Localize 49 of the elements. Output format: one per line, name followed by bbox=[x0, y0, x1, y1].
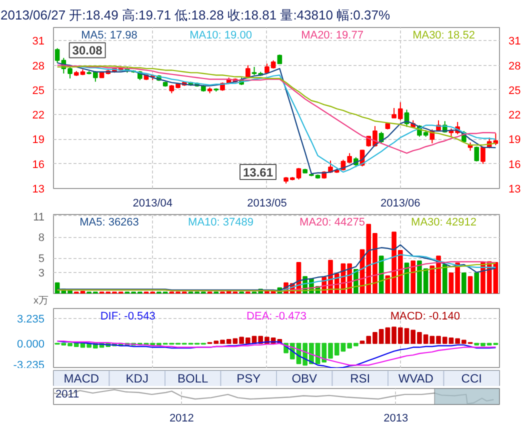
text: MA30: 18.52 bbox=[412, 30, 475, 42]
x-tick-label: 2013 bbox=[384, 412, 408, 424]
y-tick-label: 16 bbox=[32, 158, 45, 171]
x-tick-label: 2013/04 bbox=[132, 198, 172, 210]
series-label: MACD: -0.140 bbox=[390, 310, 460, 322]
series-label: DIF: -0.543 bbox=[100, 310, 156, 322]
y2-tick-label: 28 bbox=[508, 60, 521, 72]
y-tick-label: 0.000 bbox=[16, 338, 45, 350]
text: MA10: 19.00 bbox=[190, 30, 252, 42]
annotation: 2011 bbox=[56, 388, 80, 400]
y2-tick-label: 25 bbox=[508, 84, 521, 97]
text: WVAD bbox=[398, 372, 434, 386]
y-tick-label: 22 bbox=[32, 110, 45, 122]
annotation: 30.08 bbox=[72, 44, 103, 58]
y2-tick-label: 16 bbox=[508, 158, 521, 171]
y-tick-label: 28 bbox=[32, 60, 45, 72]
text: MACD bbox=[64, 372, 100, 386]
y-tick-label: 25 bbox=[32, 84, 45, 97]
y-tick-label: 31 bbox=[32, 36, 45, 48]
chart-title: 2013/06/27 开:18.49 高:19.71 低:18.28 收:18.81 量:43810 幅:0.37% bbox=[0, 8, 390, 22]
y-axis-title: x万 bbox=[34, 296, 48, 306]
text: RSI bbox=[350, 372, 370, 386]
y-tick-label: 11 bbox=[33, 212, 45, 224]
text: KDJ bbox=[126, 372, 148, 386]
text: DEA: -0.473 bbox=[246, 310, 306, 322]
y2-tick-label: 31 bbox=[508, 36, 521, 48]
text: CCI bbox=[461, 372, 482, 386]
x-tick-label: 2013/06 bbox=[380, 198, 420, 210]
y-tick-label: 13 bbox=[32, 184, 45, 196]
text: MA5: 17.98 bbox=[81, 30, 138, 42]
text: BOLL bbox=[178, 372, 209, 386]
y-tick-label: 3 bbox=[38, 267, 45, 280]
y2-tick-label: 22 bbox=[508, 110, 521, 122]
text: OBV bbox=[292, 372, 318, 386]
y-tick-label: 5 bbox=[38, 253, 45, 266]
text: MA20: 44275 bbox=[300, 216, 365, 228]
y-tick-label: 8 bbox=[38, 232, 45, 244]
text: MA10: 37489 bbox=[188, 216, 254, 228]
y2-tick-label: 13 bbox=[508, 184, 521, 196]
x-tick-label: 2012 bbox=[169, 412, 194, 424]
x-tick-label: 2013/05 bbox=[247, 198, 287, 210]
annotation: 13.61 bbox=[243, 165, 274, 180]
text: MA20: 19.77 bbox=[301, 30, 364, 42]
y-tick-label: 19 bbox=[32, 134, 45, 146]
text: MA5: 36263 bbox=[80, 216, 139, 228]
y-tick-label: 3.235 bbox=[16, 313, 45, 326]
text: PSY bbox=[236, 372, 261, 386]
text: MA30: 42912 bbox=[411, 216, 476, 228]
y2-tick-label: 19 bbox=[508, 134, 521, 146]
